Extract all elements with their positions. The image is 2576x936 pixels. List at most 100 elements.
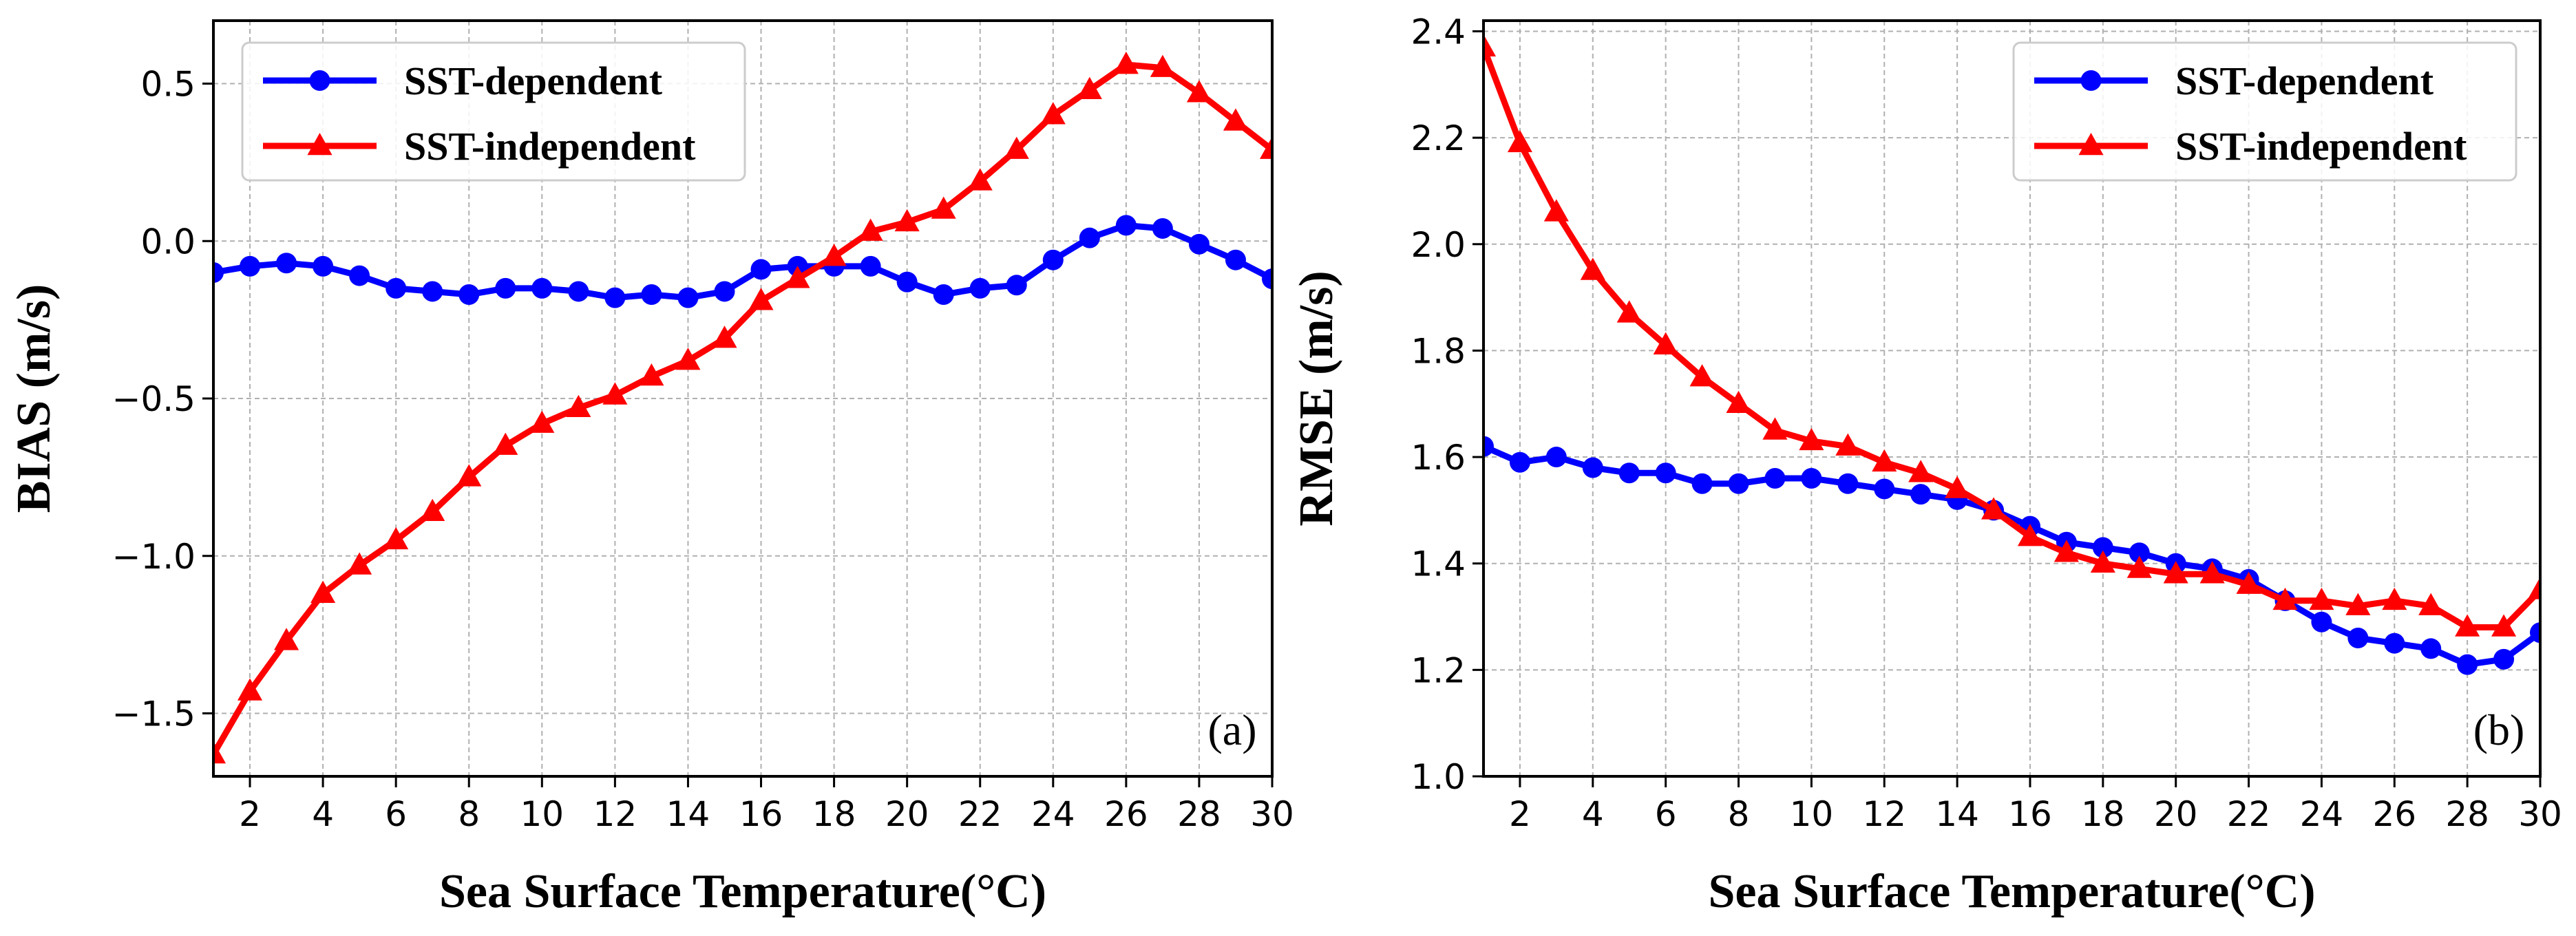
data-point-sst-independent xyxy=(1223,108,1249,131)
y-tick-label: 2.0 xyxy=(1411,225,1466,265)
data-point-sst-independent xyxy=(2126,555,2152,578)
data-point-sst-independent xyxy=(310,580,336,603)
data-point-sst-independent xyxy=(2382,587,2407,610)
data-point-sst-dependent xyxy=(276,253,297,274)
data-point-sst-independent xyxy=(237,678,263,701)
data-point-sst-independent xyxy=(420,498,445,521)
y-tick-label: −1.5 xyxy=(112,694,196,734)
data-point-sst-independent xyxy=(2054,540,2079,562)
x-tick-label: 18 xyxy=(2081,794,2125,834)
data-point-sst-independent xyxy=(821,244,847,266)
data-point-sst-independent xyxy=(566,394,591,418)
legend-marker-triangle xyxy=(2078,133,2104,156)
data-point-sst-dependent xyxy=(604,287,626,308)
data-point-sst-independent xyxy=(2163,561,2188,584)
data-point-sst-independent xyxy=(858,218,883,241)
x-tick-label: 24 xyxy=(1031,794,1075,834)
data-point-sst-dependent xyxy=(495,277,516,299)
data-point-sst-dependent xyxy=(1910,484,1932,505)
data-point-sst-independent xyxy=(1872,449,1897,472)
panel-a: 2 4 6 8 10 12 14 16 18 20 22 24 26 28 30−1.5−1.0−0.50.… xyxy=(8,19,1294,918)
x-tick-label: 28 xyxy=(2445,794,2489,834)
data-point-sst-independent xyxy=(2455,614,2480,637)
data-point-sst-independent xyxy=(967,168,993,191)
data-point-sst-independent xyxy=(1653,332,1678,354)
data-point-sst-independent xyxy=(347,552,372,575)
data-point-sst-independent xyxy=(1726,390,1751,414)
data-point-sst-dependent xyxy=(1115,215,1137,236)
x-tick-label: 12 xyxy=(593,794,637,834)
data-point-sst-independent xyxy=(383,526,409,550)
data-point-sst-independent xyxy=(2090,550,2115,573)
data-point-sst-dependent xyxy=(2311,611,2332,632)
y-tick-label: 2.4 xyxy=(1411,12,1466,52)
x-tick-label: 6 xyxy=(385,794,407,834)
data-point-sst-dependent xyxy=(1837,473,1859,494)
y-tick-label: 0.5 xyxy=(140,65,196,105)
y-tick-label: 2.2 xyxy=(1411,118,1466,158)
data-point-sst-dependent xyxy=(1188,233,1210,255)
data-point-sst-dependent xyxy=(714,281,735,302)
y-tick-label: 1.2 xyxy=(1411,650,1466,690)
x-tick-label: 4 xyxy=(312,794,334,834)
data-point-sst-dependent xyxy=(677,287,699,308)
x-tick-label: 8 xyxy=(1728,794,1750,834)
data-point-sst-independent xyxy=(1981,497,2007,520)
data-point-sst-dependent xyxy=(349,265,370,286)
data-point-sst-independent xyxy=(1150,54,1175,77)
data-point-sst-independent xyxy=(456,464,482,487)
data-point-sst-independent xyxy=(2017,524,2043,546)
data-point-sst-independent xyxy=(1484,34,1497,56)
x-tick-label: 2 xyxy=(1509,794,1531,834)
data-point-sst-independent xyxy=(2199,561,2225,584)
data-point-sst-independent xyxy=(1543,199,1569,222)
legend-marker-circle xyxy=(2080,70,2102,91)
x-axis-label: Sea Surface Temperature(°C) xyxy=(439,865,1046,918)
data-point-sst-independent xyxy=(1580,257,1605,280)
data-point-sst-dependent xyxy=(1484,436,1494,457)
data-point-sst-independent xyxy=(1835,433,1861,456)
data-point-sst-dependent xyxy=(860,255,881,277)
data-point-sst-dependent xyxy=(568,281,589,302)
data-point-sst-independent xyxy=(1616,300,1642,323)
data-point-sst-dependent xyxy=(2420,638,2442,659)
data-point-sst-independent xyxy=(1113,52,1139,74)
data-point-sst-dependent xyxy=(2384,632,2405,654)
plot-area xyxy=(1484,34,2540,675)
data-point-sst-dependent xyxy=(2092,537,2113,558)
data-point-sst-independent xyxy=(931,196,956,219)
x-tick-label: 22 xyxy=(2227,794,2271,834)
series-line-sst-dependent xyxy=(1484,443,2540,668)
data-point-sst-dependent xyxy=(240,255,261,277)
data-point-sst-independent xyxy=(2345,593,2371,615)
data-point-sst-dependent xyxy=(1655,462,1676,484)
data-point-sst-independent xyxy=(602,382,628,405)
data-point-sst-independent xyxy=(1507,129,1532,153)
x-tick-label: 14 xyxy=(1935,794,1979,834)
y-tick-label: 1.6 xyxy=(1411,438,1466,478)
data-point-sst-dependent xyxy=(1079,227,1100,248)
legend-label-sst-independent: SST-independent xyxy=(404,124,696,169)
x-tick-label: 16 xyxy=(2008,794,2052,834)
data-point-sst-independent xyxy=(1259,136,1272,159)
data-point-sst-dependent xyxy=(1618,462,1640,484)
data-point-sst-independent xyxy=(2309,587,2334,610)
plot-area xyxy=(213,52,1272,764)
data-point-sst-dependent xyxy=(386,277,407,299)
plot-frame xyxy=(1482,19,2542,778)
data-point-sst-independent xyxy=(2418,593,2444,615)
x-tick-label: 6 xyxy=(1655,794,1677,834)
x-tick-label: 26 xyxy=(1104,794,1148,834)
data-point-sst-dependent xyxy=(1545,447,1567,468)
legend-label-sst-dependent: SST-dependent xyxy=(404,58,663,103)
data-point-sst-independent xyxy=(712,326,737,348)
data-point-sst-dependent xyxy=(313,255,334,277)
x-tick-label: 8 xyxy=(458,794,480,834)
y-tick-label: 1.4 xyxy=(1411,544,1466,584)
data-point-sst-dependent xyxy=(458,284,480,306)
y-tick-label: 0.0 xyxy=(140,222,196,262)
panel-tag: (b) xyxy=(2473,705,2525,754)
x-tick-label: 14 xyxy=(666,794,710,834)
data-point-sst-dependent xyxy=(1874,478,1895,500)
legend-label-sst-dependent: SST-dependent xyxy=(2175,58,2434,103)
